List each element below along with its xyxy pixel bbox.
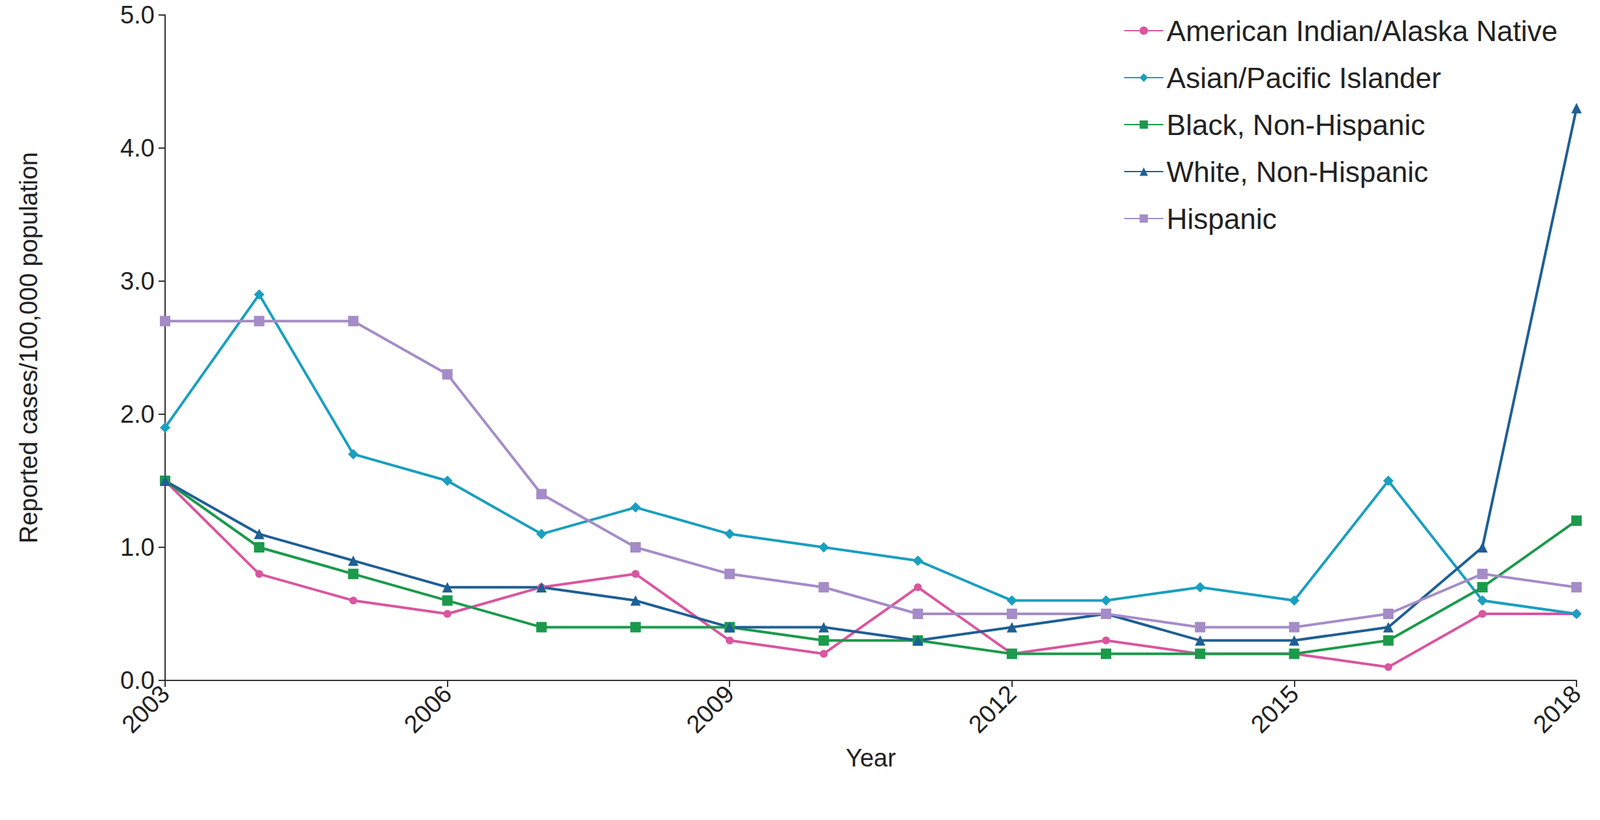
svg-text:Black, Non-Hispanic: Black, Non-Hispanic bbox=[1166, 108, 1426, 141]
svg-text:1.0: 1.0 bbox=[120, 533, 155, 562]
svg-text:2.0: 2.0 bbox=[120, 400, 155, 429]
svg-text:2009: 2009 bbox=[681, 679, 740, 739]
svg-text:Reported cases/100,000 populat: Reported cases/100,000 population bbox=[15, 152, 43, 544]
svg-text:2015: 2015 bbox=[1245, 679, 1304, 739]
svg-text:3.0: 3.0 bbox=[120, 267, 155, 295]
svg-text:White, Non-Hispanic: White, Non-Hispanic bbox=[1166, 155, 1429, 188]
svg-text:2012: 2012 bbox=[963, 679, 1022, 739]
svg-text:0.0: 0.0 bbox=[120, 666, 155, 695]
svg-text:2006: 2006 bbox=[398, 679, 457, 739]
svg-text:2018: 2018 bbox=[1527, 679, 1586, 739]
svg-text:Year: Year bbox=[845, 744, 896, 772]
svg-text:4.0: 4.0 bbox=[120, 134, 155, 162]
svg-text:American Indian/Alaska Native: American Indian/Alaska Native bbox=[1166, 15, 1558, 47]
svg-text:Asian/Pacific Islander: Asian/Pacific Islander bbox=[1166, 61, 1442, 94]
svg-text:5.0: 5.0 bbox=[120, 1, 155, 29]
svg-text:Hispanic: Hispanic bbox=[1166, 202, 1277, 235]
svg-text:2003: 2003 bbox=[116, 679, 175, 739]
